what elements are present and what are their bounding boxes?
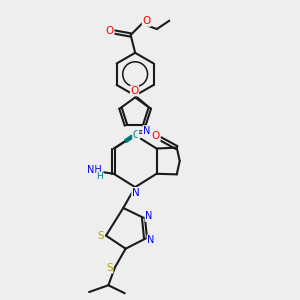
Text: O: O — [142, 16, 151, 26]
Text: S: S — [97, 231, 104, 241]
Text: S: S — [106, 263, 113, 273]
Text: N: N — [147, 235, 155, 245]
Text: O: O — [106, 26, 114, 35]
Text: N: N — [145, 211, 152, 221]
Text: N: N — [132, 188, 140, 197]
Text: N: N — [143, 126, 150, 136]
Text: O: O — [152, 131, 160, 141]
Text: C: C — [133, 130, 140, 140]
Text: H: H — [96, 172, 103, 181]
Text: NH: NH — [87, 165, 102, 175]
Text: ≡: ≡ — [138, 128, 146, 137]
Text: O: O — [130, 86, 139, 96]
